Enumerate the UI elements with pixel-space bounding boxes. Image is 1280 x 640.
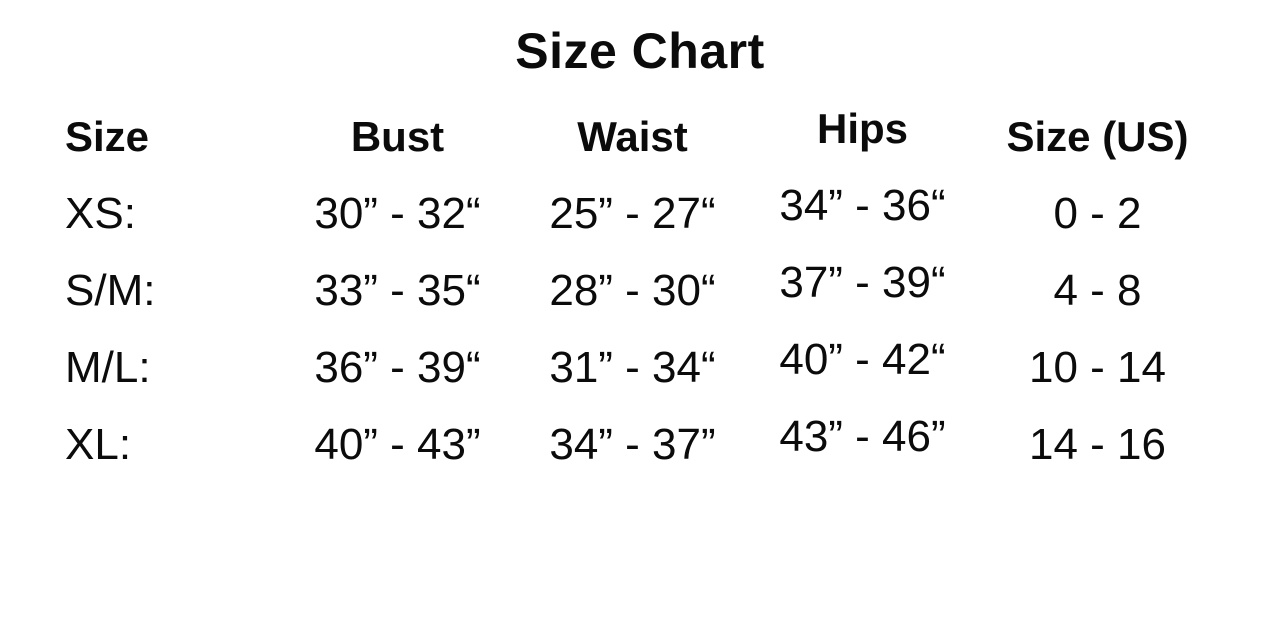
row-label-sm: S/M: <box>65 266 156 315</box>
cell-xl-bust: 40” - 43” <box>314 420 481 469</box>
cell-sm-bust: 33” - 35“ <box>314 266 481 315</box>
column-header-size-us: Size (US) <box>1006 113 1189 160</box>
cell-ml-hips: 40” - 42“ <box>779 335 946 384</box>
cell-xl-waist: 34” - 37” <box>549 420 716 469</box>
cell-xs-size-us: 0 - 2 <box>1053 189 1142 238</box>
cell-xs-waist: 25” - 27“ <box>549 189 716 238</box>
cell-sm-waist: 28” - 30“ <box>549 266 716 315</box>
cell-xs-hips: 34” - 36“ <box>779 181 946 230</box>
cell-ml-size-us: 10 - 14 <box>1029 343 1166 392</box>
cell-ml-bust: 36” - 39“ <box>314 343 481 392</box>
cell-sm-hips: 37” - 39“ <box>779 258 946 307</box>
cell-xl-hips: 43” - 46” <box>779 412 946 461</box>
column-header-hips: Hips <box>816 105 908 152</box>
row-label-xl: XL: <box>65 420 132 469</box>
size-chart-table: Size Bust Waist Hips Size (US) XS: 30” -… <box>65 98 1215 483</box>
column-header-size: Size <box>65 113 150 160</box>
row-label-ml: M/L: <box>65 343 151 392</box>
row-label-xs: XS: <box>65 189 136 238</box>
cell-xs-bust: 30” - 32“ <box>314 189 481 238</box>
cell-ml-waist: 31” - 34“ <box>549 343 716 392</box>
size-chart-title: Size Chart <box>515 23 765 79</box>
cell-xl-size-us: 14 - 16 <box>1029 420 1166 469</box>
column-header-bust: Bust <box>350 113 445 160</box>
column-header-waist: Waist <box>577 113 688 160</box>
cell-sm-size-us: 4 - 8 <box>1053 266 1142 315</box>
